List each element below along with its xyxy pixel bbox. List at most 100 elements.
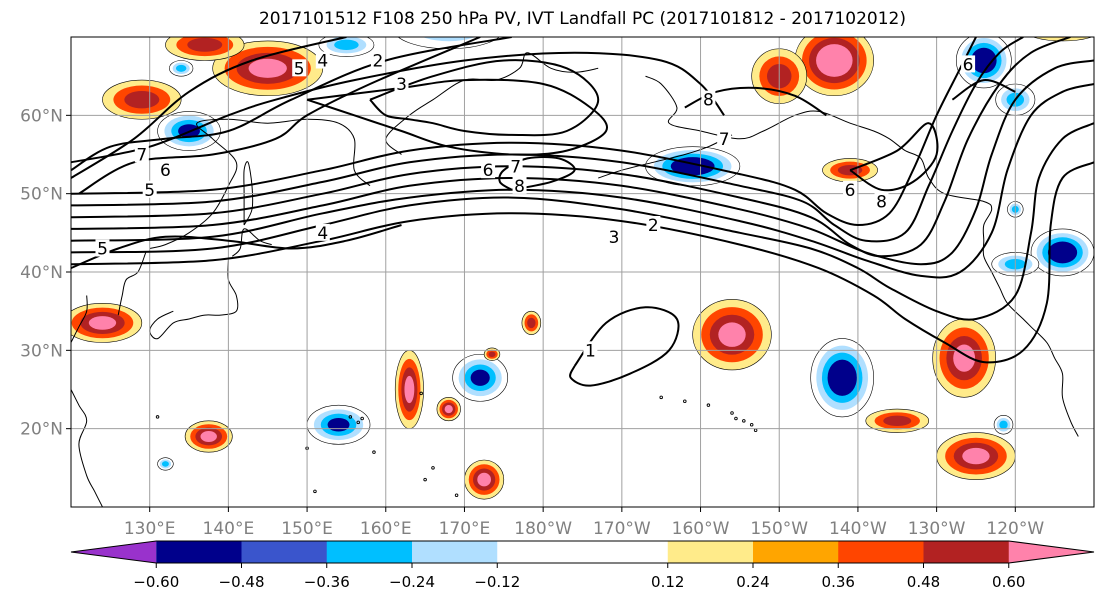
pv-contour-7 [71,37,1024,243]
pv-contour-5 [71,37,347,179]
ivt-anomaly-region [692,299,772,371]
ivt-anomaly-region [464,459,505,500]
colorbar-tick-label: −0.36 [304,573,350,591]
ivt-anomaly-region [306,404,371,445]
longitude-tick-label: 160°W [672,519,730,539]
colorbar-tick-label: −0.24 [389,573,435,591]
colorbar-tick-label: 0.48 [907,573,940,591]
pv-contour-label: 6 [160,161,171,181]
island [742,419,746,423]
longitude-tick-label: 140°W [829,519,887,539]
coastline [71,389,103,507]
island [360,416,364,421]
pv-contour-6 [951,79,1016,101]
ivt-anomaly-region [184,420,233,453]
ivt-anomaly-region [865,408,930,433]
ivt-anomaly-region [71,303,143,343]
coastline [117,252,147,316]
ivt-anomaly-region [521,310,542,335]
pv-contour-7 [71,37,512,172]
pv-contour-label: 4 [317,224,328,244]
pv-contour-label: 6 [483,161,494,181]
map-title: 2017101512 F108 250 hPa PV, IVT Landfall… [258,9,906,29]
pv-contour-3 [71,122,1094,321]
pv-label-background [512,176,527,194]
pv-label-background [292,59,307,77]
colorbar-segment [326,541,413,563]
longitude-tick-label: 150°E [281,519,333,539]
ivt-anomaly-region [318,37,375,57]
island [706,403,711,407]
pv-contour-label: 7 [510,157,521,177]
pv-contour-8 [498,155,576,191]
colorbar-tick-label: 0.12 [651,573,684,591]
colorbar-segment [667,541,754,563]
latitude-tick-label: 60°N [20,106,63,126]
colorbar-segment [156,541,242,563]
island [683,399,687,404]
colorbar-segment [923,541,1010,563]
longitude-tick-label: 160°E [360,519,412,539]
colorbar-tick-label: 0.36 [822,573,855,591]
pv-label-background [606,227,621,245]
pv-contour-label: 3 [609,228,620,248]
island [431,466,435,470]
pv-contour-6 [71,37,1071,258]
colorbar-segment [838,541,924,563]
pv-contour-label: 7 [136,146,147,166]
pv-contour-3 [306,78,608,156]
pv-contour-label: 4 [317,52,328,72]
longitude-tick-label: 130°E [124,519,176,539]
longitude-tick-label: 170°E [439,519,491,539]
pv-contour-label: 1 [585,341,596,361]
latitude-tick-label: 40°N [20,263,63,283]
pv-contour-2 [369,59,600,137]
ivt-anomaly-region [157,457,174,471]
longitude-tick-label: 150°W [750,519,808,539]
pv-label-background [961,55,976,73]
island [730,411,734,415]
pv-contour-label: 2 [372,52,383,72]
island [313,489,317,494]
pv-contour-5 [71,59,1094,266]
pv-contour-label: 3 [396,75,407,95]
coastline-layer [71,52,1079,507]
pv-label-background [874,192,889,210]
pv-contour-label: 5 [294,59,305,79]
island [749,423,754,427]
pv-label-background [646,216,661,233]
pv-contour-label: 8 [703,91,714,111]
pv-contour-2 [71,161,1094,364]
longitude-tick-label: 140°E [203,519,255,539]
latitude-tick-label: 20°N [20,420,63,440]
island [348,415,353,419]
island [419,391,423,396]
island [423,477,427,482]
ivt-anomaly-region [1030,228,1094,277]
pv-label-background [370,51,385,69]
pv-contour-5 [71,224,402,270]
ivt-anomaly-region [794,37,874,97]
ivt-anomaly-region [212,40,324,97]
coastline [645,75,1079,437]
island [372,450,376,454]
island [356,420,360,425]
colorbar-segment [582,541,669,563]
ivt-anomaly-region [993,415,1014,435]
latitude-tick-label: 50°N [20,185,63,205]
pv-label-background [315,51,330,69]
pv-contour-8 [71,37,977,227]
ivt-anomaly-region [102,79,182,120]
pv-contour-layer [71,37,1094,387]
colorbar: −0.60 −0.48 −0.36 −0.24 −0.12 0.12 0.24 0.36 0.4… [70,540,1095,591]
colorbar-segment [497,541,583,563]
ivt-anomaly-region [397,37,500,50]
pv-label-background [142,180,157,198]
pv-contour-6 [849,122,939,192]
coastline [149,118,371,249]
pv-label-background [315,223,330,241]
longitude-tick-label: 130°W [908,519,966,539]
colorbar-tick-label: −0.12 [474,573,520,591]
